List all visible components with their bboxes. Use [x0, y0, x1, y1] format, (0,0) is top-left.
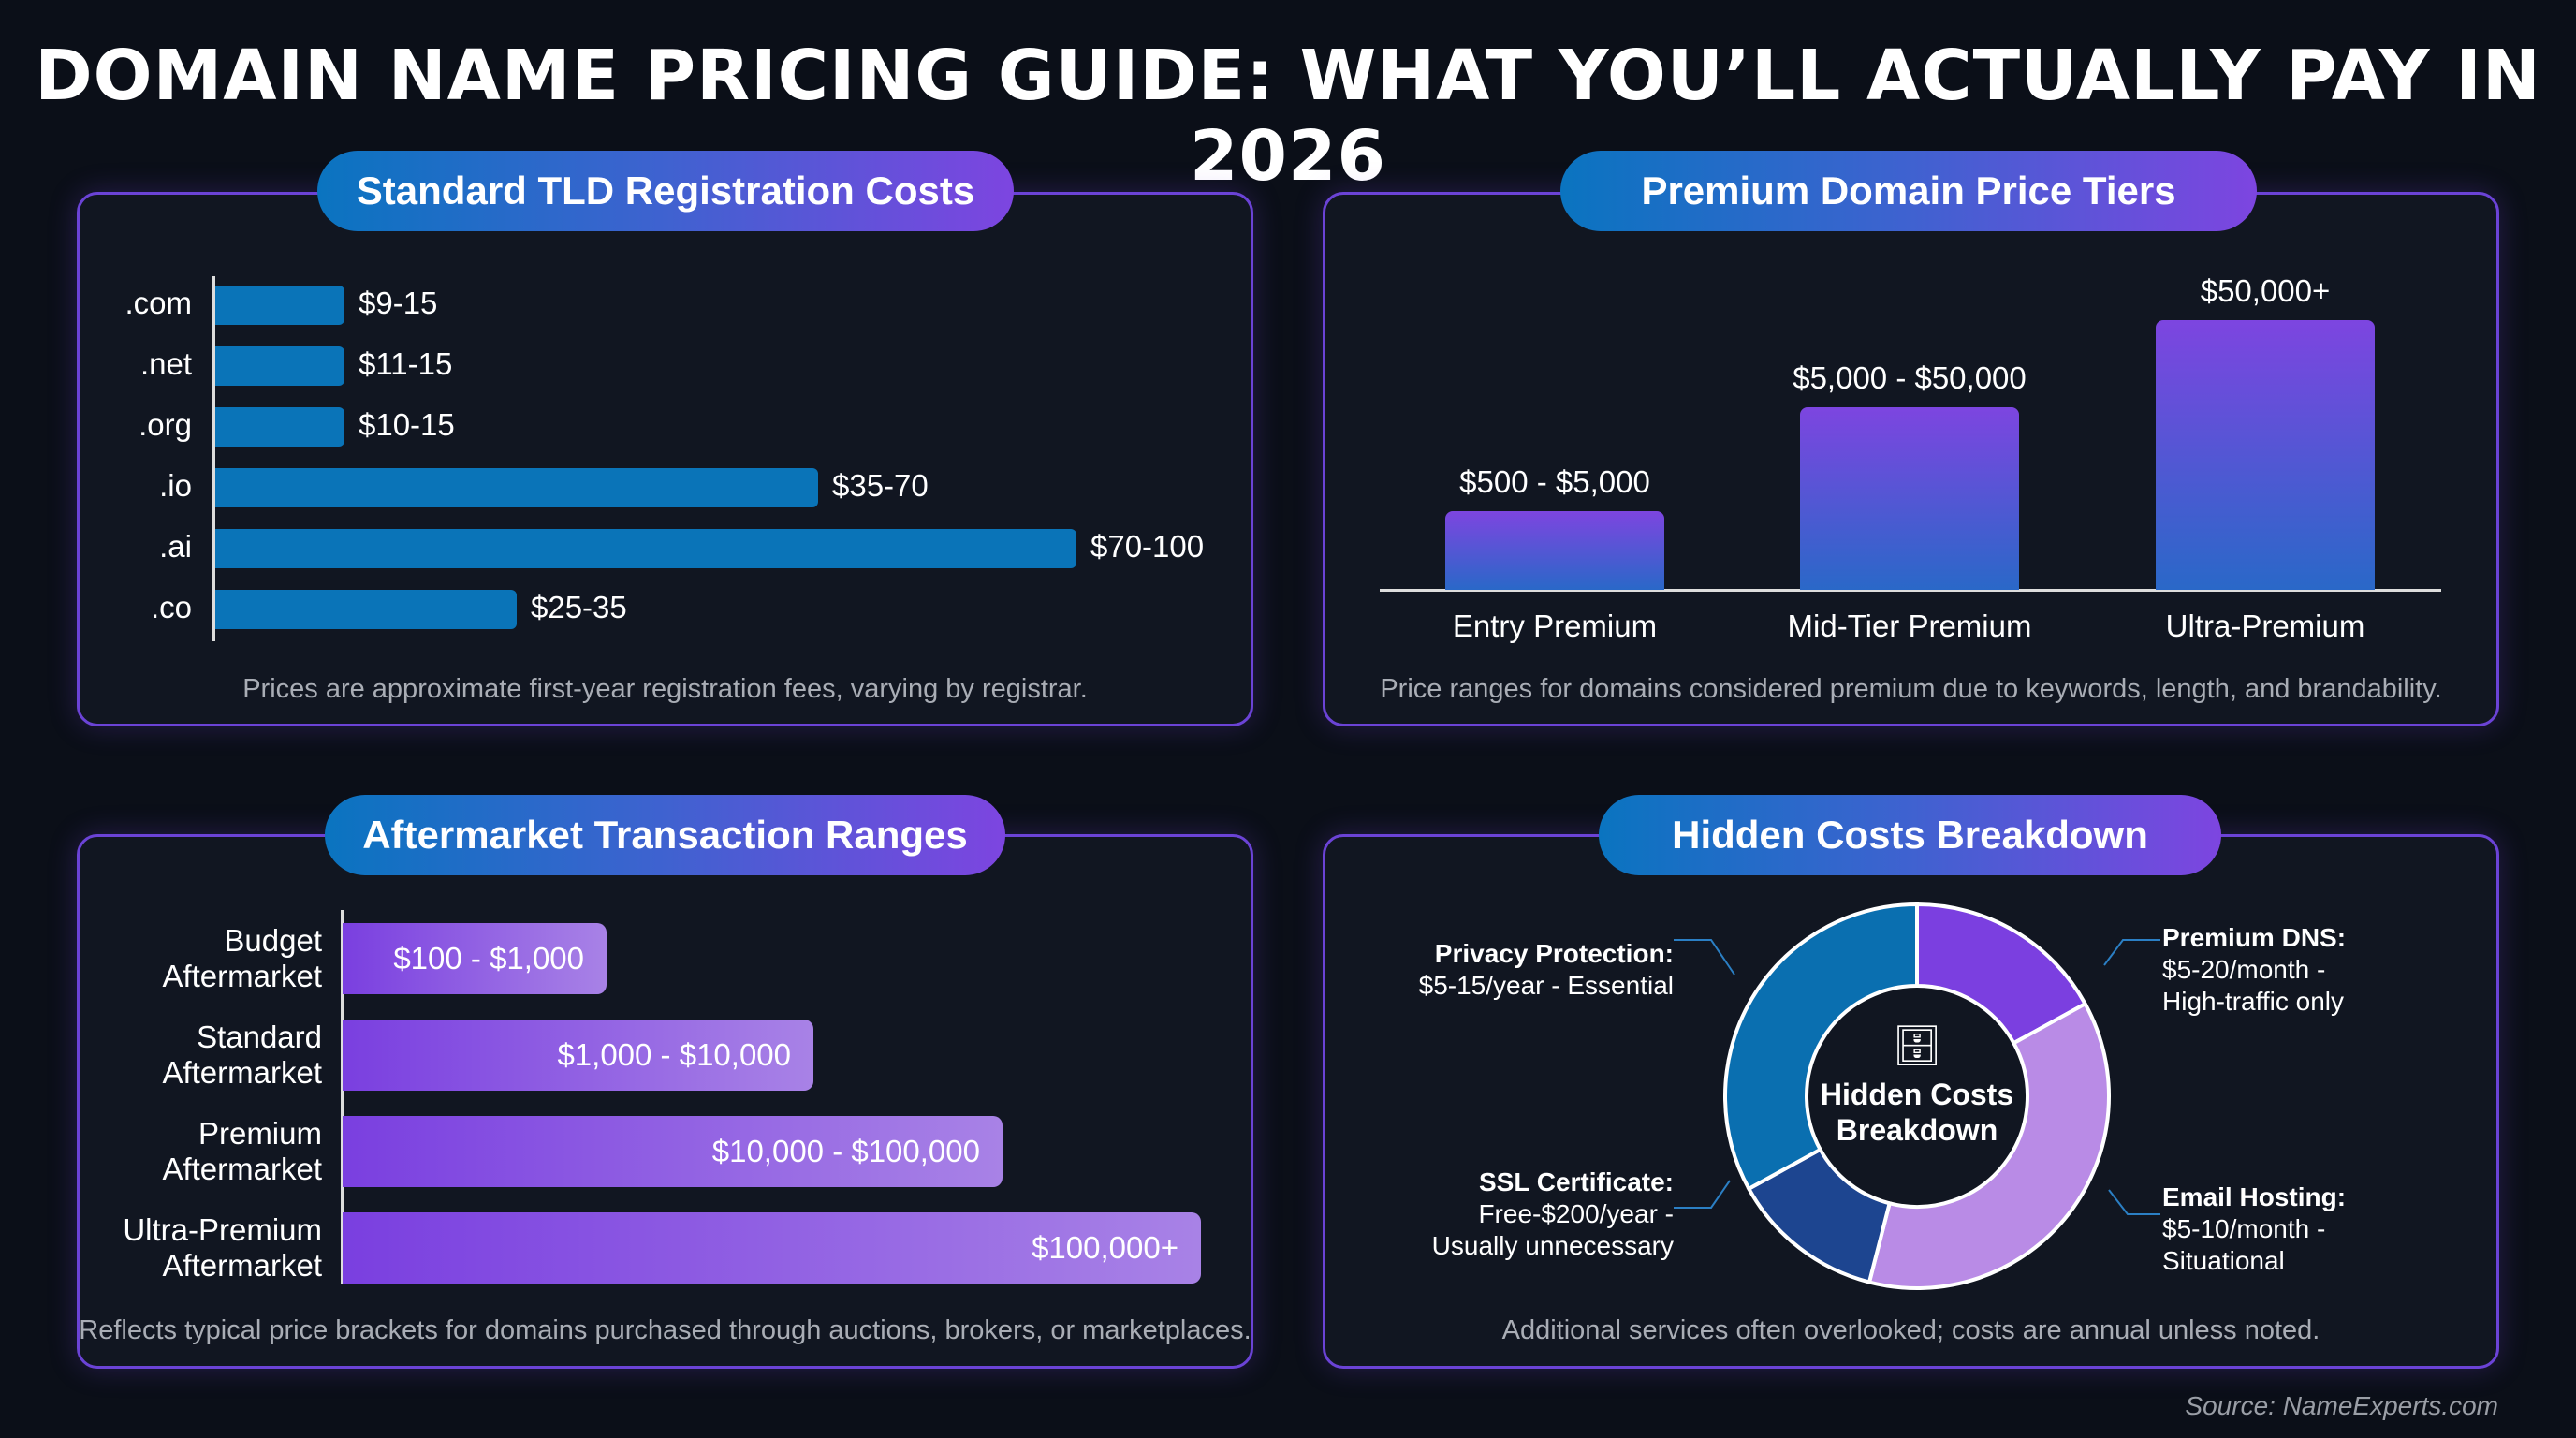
- hidden-costs-donut: [1674, 902, 2160, 1290]
- premium-value-label: $500 - $5,000: [1459, 464, 1650, 499]
- premium-category-label: Mid-Tier Premium: [1787, 609, 2032, 643]
- tld-value-label: $10-15: [359, 407, 455, 442]
- tld-value-label: $35-70: [832, 468, 929, 503]
- donut-center-line: Breakdown: [1836, 1113, 1998, 1147]
- tld-value-label: $25-35: [531, 590, 627, 624]
- aftermarket-axis: [341, 910, 344, 1284]
- premium-category-label: Entry Premium: [1452, 609, 1658, 643]
- donut-slice: [1723, 902, 1919, 1192]
- aftermarket-bar: $100 - $1,000: [343, 923, 607, 994]
- premium-panel-title: Premium Domain Price Tiers: [1560, 151, 2257, 231]
- premium-bar: [2156, 320, 2375, 590]
- slice-description: Free-$200/year -: [1478, 1199, 1674, 1228]
- donut-center-label: Hidden Costs Breakdown: [1777, 1077, 2057, 1148]
- aftermarket-label-line: Aftermarket: [162, 1152, 322, 1186]
- donut-slice-label: SSL Certificate: Free-$200/year - Usually …: [1432, 1167, 1674, 1262]
- tld-label: .org: [139, 407, 192, 442]
- tld-label: .io: [159, 468, 192, 503]
- donut-center-line: Hidden Costs: [1820, 1078, 2014, 1111]
- premium-baseline: [1380, 589, 2441, 592]
- aftermarket-bar: $10,000 - $100,000: [343, 1116, 1003, 1187]
- aftermarket-bar: $100,000+: [343, 1212, 1201, 1284]
- tld-bar: [215, 407, 344, 447]
- aftermarket-label-line: Aftermarket: [162, 1248, 322, 1283]
- slice-name: Premium DNS:: [2162, 923, 2347, 952]
- donut-slice-label: Privacy Protection: $5-15/year - Essentia…: [1419, 938, 1674, 1002]
- tld-label: .com: [124, 286, 192, 320]
- tld-value-label: $9-15: [359, 286, 438, 320]
- aftermarket-label-line: Premium: [198, 1116, 322, 1151]
- aftermarket-label: Premium Aftermarket: [41, 1116, 322, 1187]
- tld-axis: [212, 276, 215, 641]
- slice-description: $5-20/month -: [2162, 955, 2326, 984]
- premium-value-label: $50,000+: [2200, 273, 2331, 308]
- hidden-costs-note: Additional services often overlooked; co…: [1501, 1315, 2320, 1345]
- tld-panel: [77, 192, 1253, 726]
- slice-name: Email Hosting:: [2162, 1182, 2347, 1211]
- source-credit: Source: NameExperts.com: [2185, 1391, 2498, 1420]
- donut-slice: [1915, 902, 2088, 1046]
- tld-bar: [215, 286, 344, 325]
- donut-slice-label: Premium DNS: $5-20/month - High-traffic on…: [2162, 922, 2346, 1018]
- tld-label: .ai: [159, 529, 192, 564]
- aftermarket-label-line: Aftermarket: [162, 959, 322, 993]
- tld-bar: [215, 468, 818, 507]
- tld-label: .net: [139, 346, 192, 381]
- leader-line: [2103, 939, 2160, 966]
- premium-note: Price ranges for domains considered prem…: [1380, 674, 2442, 704]
- premium-bar: [1445, 511, 1664, 590]
- slice-description: High-traffic only: [2162, 987, 2345, 1016]
- tld-label: .co: [150, 590, 192, 624]
- aftermarket-label: Ultra-Premium Aftermarket: [41, 1212, 322, 1284]
- premium-bar: [1800, 407, 2019, 590]
- leader-line: [1674, 939, 1735, 976]
- slice-name: SSL Certificate:: [1479, 1167, 1674, 1196]
- leader-line: [2108, 1189, 2160, 1215]
- tld-bar: [215, 346, 344, 386]
- leader-line: [1674, 1180, 1731, 1209]
- aftermarket-label-line: Budget: [224, 923, 322, 958]
- hidden-costs-panel-title: Hidden Costs Breakdown: [1599, 795, 2221, 875]
- tld-panel-title: Standard TLD Registration Costs: [317, 151, 1014, 231]
- aftermarket-bar: $1,000 - $10,000: [343, 1020, 813, 1091]
- slice-description: Usually unnecessary: [1431, 1231, 1674, 1260]
- tld-value-label: $11-15: [359, 346, 453, 381]
- premium-value-label: $5,000 - $50,000: [1793, 360, 2027, 395]
- aftermarket-label: Standard Aftermarket: [41, 1020, 322, 1091]
- aftermarket-panel: [77, 834, 1253, 1369]
- tld-note: Prices are approximate first-year regist…: [242, 674, 1088, 704]
- aftermarket-label-line: Ultra-Premium: [123, 1212, 322, 1247]
- tld-bar: [215, 529, 1076, 568]
- aftermarket-note: Reflects typical price brackets for doma…: [79, 1315, 1251, 1345]
- page-title: DOMAIN NAME PRICING GUIDE: WHAT YOU’LL A…: [35, 36, 2541, 197]
- database-coin-icon: 🗄: [1892, 1023, 1942, 1067]
- slice-description: $5-15/year - Essential: [1418, 971, 1674, 1000]
- premium-category-label: Ultra-Premium: [2165, 609, 2365, 643]
- tld-value-label: $70-100: [1090, 529, 1205, 564]
- aftermarket-label-line: Standard: [197, 1020, 322, 1054]
- slice-description: Situational: [2162, 1246, 2285, 1275]
- aftermarket-label-line: Aftermarket: [162, 1055, 322, 1090]
- aftermarket-label: Budget Aftermarket: [41, 923, 322, 994]
- donut-slice-label: Email Hosting: $5-10/month - Situational: [2162, 1181, 2346, 1277]
- aftermarket-panel-title: Aftermarket Transaction Ranges: [325, 795, 1005, 875]
- slice-name: Privacy Protection:: [1434, 939, 1674, 968]
- tld-bar: [215, 590, 517, 629]
- donut-slice: [1866, 1001, 2111, 1290]
- slice-description: $5-10/month -: [2162, 1214, 2326, 1243]
